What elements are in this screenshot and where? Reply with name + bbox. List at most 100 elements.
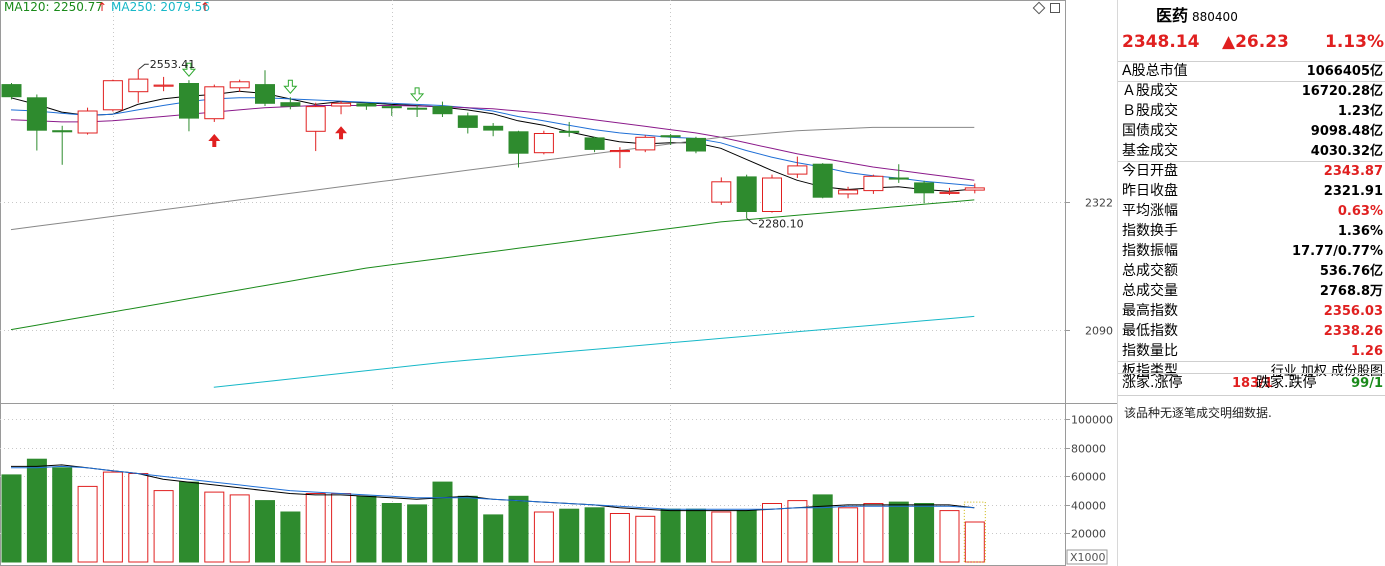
ma-line: [10, 105, 975, 181]
down-count-label: 跌家.跌停: [1256, 375, 1317, 391]
stat-value: 17.77/0.77%: [1292, 244, 1383, 259]
high-label: 2553.41: [150, 58, 196, 71]
candle-body: [812, 163, 833, 198]
candle-body: [508, 131, 529, 154]
stat-label: Ｂ股成交: [1122, 103, 1178, 119]
last-price: 2348.14: [1122, 32, 1200, 52]
stat-value: 2768.8万: [1319, 284, 1383, 299]
stat-row: Ｂ股成交 1.23亿: [1118, 101, 1385, 121]
stat-label: 指数换手: [1122, 223, 1178, 239]
stat-value: 1.23亿: [1337, 104, 1383, 119]
volume-bar: [964, 521, 985, 563]
index-title: 医药 880400: [1156, 2, 1238, 26]
stat-row: A股总市值 1066405亿: [1118, 61, 1385, 81]
candle: [356, 102, 377, 110]
stat-value: 2321.91: [1323, 184, 1383, 199]
sell-arrow-icon: [410, 87, 425, 102]
square-icon[interactable]: [1050, 3, 1060, 13]
candle-body: [204, 86, 225, 120]
stat-label: 指数振幅: [1122, 243, 1178, 259]
candle: [52, 125, 73, 165]
volume-bar: [635, 515, 656, 563]
candles: [1, 69, 985, 219]
ma-line: [10, 126, 975, 231]
volume-bar: [102, 471, 123, 563]
ma250-label: MA250: 2079.56: [111, 0, 210, 14]
volume-bar: [331, 493, 352, 563]
kline-chart[interactable]: 100000 80000 60000 40000 20000 2553.41 2280.1…: [0, 0, 1117, 566]
stat-row: 昨日收盘 2321.91: [1118, 181, 1385, 201]
price-tick-label: 2322: [1085, 197, 1113, 210]
candle-body: [153, 84, 174, 87]
volume-tick-label: 80000: [1071, 443, 1106, 456]
volume-bar: [204, 491, 225, 563]
candle: [584, 136, 605, 153]
candle: [331, 101, 352, 115]
stat-label: 指数量比: [1122, 343, 1178, 359]
ma-line: [10, 199, 975, 331]
candle: [660, 134, 681, 146]
stat-value: 2338.26: [1323, 324, 1383, 339]
volume-bar: [838, 507, 859, 563]
candle: [153, 76, 174, 92]
candle: [508, 130, 529, 168]
volume-bar: [787, 500, 808, 563]
stat-row: 国债成交 9098.48亿: [1118, 121, 1385, 141]
volume-bar: [179, 481, 199, 563]
volume-bar: [762, 503, 782, 563]
stat-label: 总成交量: [1122, 283, 1178, 299]
candle: [381, 104, 402, 116]
volume-unit-label: X1000: [1070, 551, 1106, 564]
candle: [102, 79, 123, 112]
candle-body: [660, 135, 681, 138]
candle: [939, 187, 960, 195]
volume-ma-lines: [11, 464, 975, 512]
stat-row: 总成交额 536.76亿: [1118, 261, 1385, 281]
stat-label: 最低指数: [1122, 323, 1178, 339]
stat-value: 2356.03: [1323, 304, 1383, 319]
note-divider: [1118, 395, 1385, 396]
volume-bar: [584, 507, 605, 563]
candle-body: [964, 187, 985, 191]
volume-bar: [229, 494, 250, 563]
volume-bar: [508, 495, 529, 563]
volume-bar: [812, 494, 833, 563]
candle-body: [863, 175, 884, 192]
price-grid: [0, 202, 1065, 331]
stat-row: 指数换手 1.36%: [1118, 221, 1385, 241]
stat-row: 最低指数 2338.26: [1118, 321, 1385, 341]
stat-value: 1.36%: [1337, 224, 1383, 239]
candle: [483, 123, 504, 137]
stat-label: 平均涨幅: [1122, 203, 1178, 219]
candle: [787, 156, 808, 178]
stat-label: 最高指数: [1122, 303, 1178, 319]
candle: [559, 121, 580, 137]
candle: [305, 102, 326, 152]
price-change-pct: 1.13%: [1325, 32, 1384, 52]
volume-tick-label: 100000: [1071, 414, 1113, 427]
stat-label: 基金成交: [1122, 143, 1178, 159]
volume-bars: [1, 458, 986, 563]
candle: [635, 135, 656, 153]
candle: [711, 177, 732, 205]
stat-row: 指数振幅 17.77/0.77%: [1118, 241, 1385, 261]
candle: [255, 70, 275, 107]
candle-body: [331, 102, 352, 107]
volume-bar: [305, 493, 326, 563]
candle: [964, 183, 985, 194]
candle: [407, 104, 428, 117]
stat-row: 平均涨幅 0.63%: [1118, 201, 1385, 221]
candle-body: [1, 84, 22, 98]
diamond-icon[interactable]: [1032, 1, 1046, 15]
candle-body: [381, 106, 402, 109]
up-count-label: 涨家.涨停: [1122, 375, 1183, 391]
candle: [26, 94, 47, 151]
candle-body: [762, 177, 782, 212]
candle: [1, 82, 22, 100]
volume-grid: 100000 80000 60000 40000 20000: [0, 414, 1113, 541]
stat-row: 今日开盘 2343.87: [1118, 161, 1385, 181]
volume-bar: [457, 495, 478, 563]
stat-value[interactable]: 行业 加权 成份股图: [1270, 364, 1383, 379]
up-count-value: 183/1: [1232, 376, 1273, 391]
volume-bar: [77, 485, 98, 563]
